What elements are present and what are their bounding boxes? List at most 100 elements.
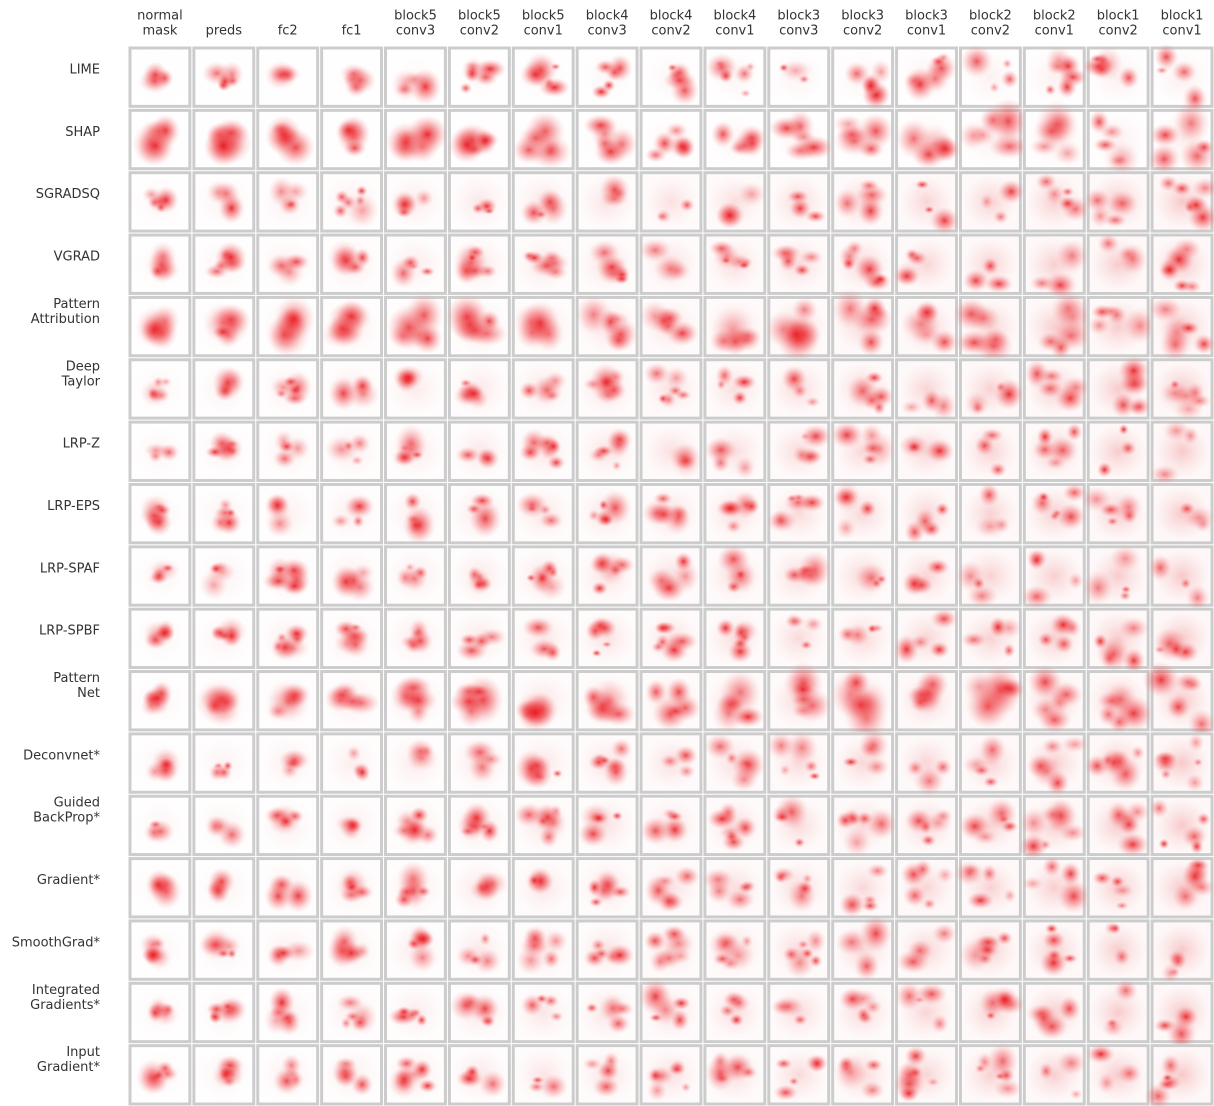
column-label: preds [206, 24, 243, 39]
heatmap-blob [549, 1011, 564, 1022]
heatmap-cell [765, 295, 831, 364]
heatmap-blob [552, 769, 563, 778]
heatmap-blob [547, 455, 566, 470]
heatmap-blob [611, 811, 623, 821]
heatmap-blob [904, 67, 936, 102]
heatmap-blob [1109, 544, 1142, 573]
heatmap-blob [1180, 577, 1192, 590]
heatmap-cell [445, 293, 511, 358]
heatmap-blob [646, 1079, 668, 1102]
heatmap-blob [665, 631, 699, 652]
heatmap-cell [958, 171, 1025, 233]
heatmap-blob [673, 745, 698, 766]
heatmap-blob [212, 1062, 238, 1089]
heatmap-blob [808, 771, 821, 781]
heatmap-blob [858, 499, 877, 518]
heatmap-blob [544, 929, 568, 953]
heatmap-blob [800, 947, 814, 960]
heatmap-blob [220, 624, 243, 648]
heatmap-blob [861, 75, 880, 97]
heatmap-blob [930, 1013, 949, 1034]
row-label: SmoothGrad* [12, 935, 101, 950]
heatmap-cell [511, 46, 575, 108]
heatmap-blob [778, 63, 789, 72]
heatmap-cell [895, 981, 958, 1044]
column-label: normal [137, 9, 183, 24]
heatmap-blob [606, 126, 638, 162]
heatmap-cell [767, 981, 831, 1044]
heatmap-blob [803, 759, 819, 773]
heatmap-blob [1130, 745, 1145, 761]
heatmap-cell [128, 46, 192, 108]
heatmap-cell [1150, 171, 1214, 233]
heatmap-blob [547, 566, 559, 579]
heatmap-cell [447, 482, 511, 545]
heatmap-blob [935, 865, 955, 884]
heatmap-blob [270, 944, 296, 962]
heatmap-cell [511, 295, 575, 358]
heatmap-blob [1044, 84, 1056, 96]
heatmap-blob [736, 757, 756, 769]
heatmap-blob [969, 123, 997, 147]
heatmap-blob [1166, 694, 1191, 720]
column-label: conv3 [779, 24, 818, 39]
heatmap-cell [1086, 108, 1150, 178]
heatmap-cell [767, 171, 831, 233]
heatmap-blob [588, 555, 614, 576]
heatmap-blob [479, 751, 504, 768]
heatmap-cell [447, 171, 511, 233]
heatmap-blob [1191, 177, 1214, 199]
heatmap-blob [1099, 122, 1125, 141]
heatmap-cell [703, 482, 767, 545]
heatmap-cell [511, 981, 575, 1044]
heatmap-cell [767, 607, 831, 670]
heatmap-blob [1194, 139, 1214, 156]
heatmap-cell [256, 482, 320, 545]
heatmap-blob [707, 808, 738, 830]
heatmap-cell [511, 233, 575, 295]
heatmap-cell [767, 857, 831, 919]
column-label: block4 [713, 9, 756, 24]
heatmap-cell [831, 46, 895, 111]
row-label: Pattern [53, 671, 100, 686]
heatmap-blob [1167, 949, 1188, 967]
heatmap-blob [1027, 550, 1046, 571]
heatmap-blob [842, 756, 860, 768]
heatmap-cell [320, 108, 384, 171]
heatmap-cell [639, 607, 703, 670]
heatmap-blob [1093, 633, 1108, 650]
heatmap-blob [1019, 833, 1048, 860]
heatmap-cell [447, 981, 511, 1044]
heatmap-blob [217, 820, 247, 850]
heatmap-cell [384, 857, 447, 919]
heatmap-blob [1101, 648, 1118, 669]
heatmap-cell [639, 545, 703, 607]
heatmap-blob [933, 758, 952, 777]
column-label: conv2 [971, 24, 1010, 39]
heatmap-blob [928, 641, 950, 659]
row-label: SHAP [65, 125, 100, 140]
heatmap-cell [703, 794, 767, 857]
heatmap-cell [1086, 670, 1154, 734]
heatmap-cell [1022, 732, 1090, 796]
heatmap-cell [575, 1044, 639, 1106]
heatmap-blob [796, 564, 811, 583]
heatmap-blob [1038, 1062, 1054, 1080]
heatmap-cell [320, 233, 384, 295]
heatmap-blob [215, 435, 244, 463]
heatmap-blob [843, 807, 861, 827]
heatmap-cell [384, 670, 447, 732]
heatmap-cell [192, 46, 256, 108]
heatmap-blob [282, 376, 299, 388]
heatmap-cell [831, 794, 898, 858]
heatmap-cell [575, 358, 639, 420]
heatmap-cell [256, 981, 320, 1044]
heatmap-blob [142, 61, 168, 89]
heatmap-haze [706, 361, 763, 417]
heatmap-cell [192, 857, 256, 919]
heatmap-cell [831, 607, 895, 670]
heatmap-cell [575, 919, 639, 981]
heatmap-blob [338, 940, 364, 966]
heatmap-blob [906, 759, 925, 777]
heatmap-blob [725, 559, 757, 594]
